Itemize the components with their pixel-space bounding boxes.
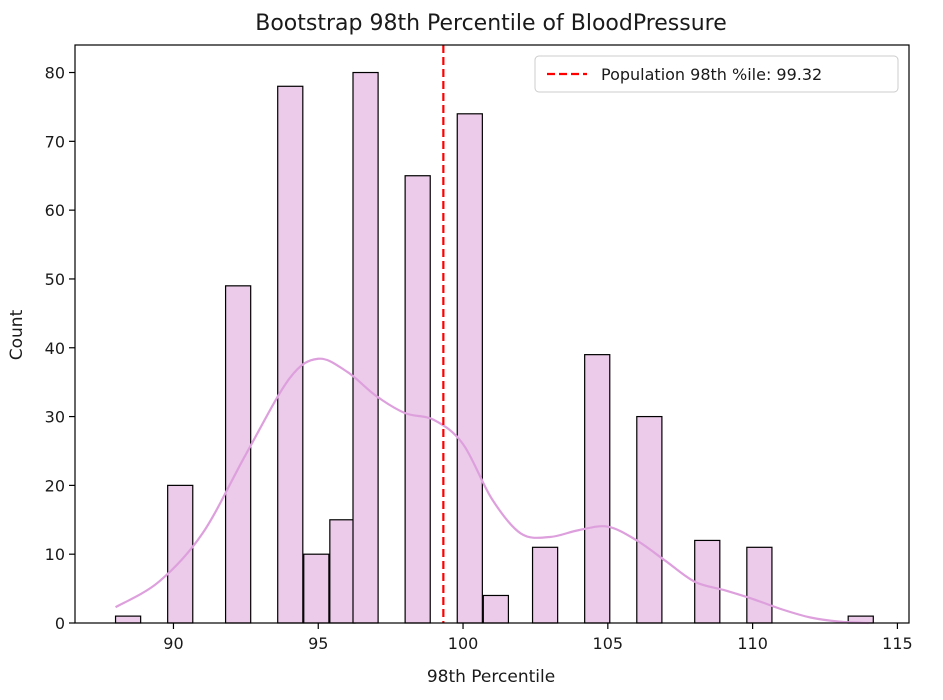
histogram-bar — [636, 415, 663, 624]
chart-title: Bootstrap 98th Percentile of BloodPressu… — [255, 11, 727, 36]
histogram-bar — [584, 354, 611, 624]
histogram-bar — [329, 519, 356, 624]
x-tick-label: 110 — [737, 634, 768, 653]
histogram-bar — [404, 175, 431, 624]
legend-label: Population 98th %ile: 99.32 — [601, 65, 822, 84]
y-tick-label: 80 — [45, 64, 65, 83]
histogram-bar — [694, 539, 721, 624]
y-tick-label: 50 — [45, 270, 65, 289]
legend-box — [534, 55, 899, 93]
kde-curve-group — [114, 357, 869, 625]
legend: Population 98th %ile: 99.32 — [534, 55, 899, 93]
y-tick-label: 10 — [45, 545, 65, 564]
histogram-bar — [167, 484, 194, 624]
y-tick-label: 60 — [45, 201, 65, 220]
histogram-bar — [456, 113, 483, 624]
histogram-bar — [277, 85, 304, 624]
histogram-bar — [482, 594, 510, 624]
histogram-bars — [114, 71, 874, 624]
axes: 90 95 100 105 110 115 0 10 20 30 40 50 60 70 80 — [45, 44, 913, 653]
x-tick-label: 100 — [448, 634, 479, 653]
histogram-bar — [531, 546, 559, 624]
x-tick-label: 95 — [308, 634, 328, 653]
histogram-bar — [303, 553, 330, 624]
x-tick-label: 90 — [163, 634, 183, 653]
y-tick-label: 20 — [45, 476, 65, 495]
plot-frame — [74, 44, 910, 624]
histogram-bar — [352, 71, 379, 624]
histogram-bar — [746, 546, 773, 624]
y-tick-label: 70 — [45, 132, 65, 151]
histogram-bar — [114, 615, 142, 624]
x-tick-label: 115 — [882, 634, 913, 653]
y-axis-label: Count — [7, 309, 27, 360]
x-axis-label: 98th Percentile — [427, 667, 555, 687]
kde-curve — [114, 357, 869, 625]
y-tick-label: 40 — [45, 339, 65, 358]
x-tick-label: 105 — [593, 634, 624, 653]
y-tick-label: 0 — [55, 614, 65, 633]
y-tick-label: 30 — [45, 408, 65, 427]
